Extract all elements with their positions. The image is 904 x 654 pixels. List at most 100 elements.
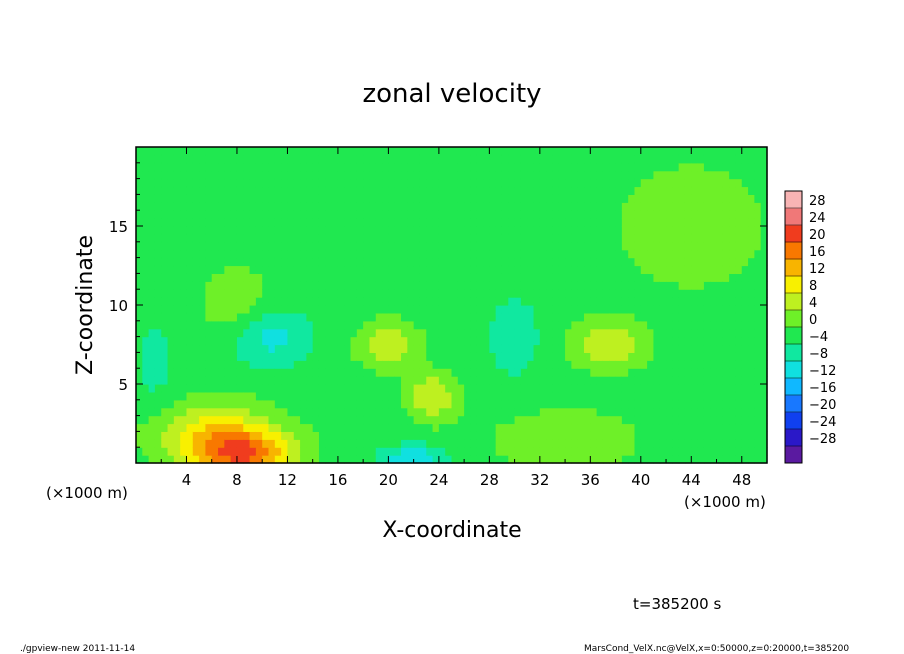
heatmap-cell — [419, 399, 427, 409]
heatmap-cell — [148, 170, 156, 180]
heatmap-cell — [565, 407, 572, 417]
heatmap-cell — [249, 312, 257, 322]
heatmap-cell — [691, 360, 699, 369]
heatmap-cell — [394, 249, 402, 259]
heatmap-cell — [218, 273, 225, 282]
heatmap-cell — [489, 352, 497, 361]
heatmap-cell — [401, 352, 408, 361]
heatmap-cell — [754, 226, 762, 235]
heatmap-cell — [495, 249, 503, 259]
heatmap-cell — [167, 297, 175, 306]
heatmap-cell — [344, 368, 352, 377]
heatmap-cell — [401, 368, 408, 377]
heatmap-cell — [520, 439, 528, 448]
heatmap-cell — [508, 415, 516, 425]
heatmap-cell — [577, 415, 585, 425]
heatmap-cell — [552, 312, 560, 322]
heatmap-cell — [476, 178, 484, 188]
heatmap-cell — [318, 399, 326, 409]
heatmap-cell — [388, 305, 396, 314]
heatmap-cell — [142, 447, 150, 456]
heatmap-cell — [520, 352, 528, 361]
heatmap-cell — [312, 186, 320, 195]
heatmap-cell — [520, 178, 528, 188]
heatmap-cell — [218, 257, 225, 267]
heatmap-cell — [539, 210, 547, 219]
heatmap-cell — [401, 226, 408, 235]
heatmap-cell — [199, 407, 207, 417]
heatmap-cell — [476, 281, 484, 290]
heatmap-cell — [508, 455, 516, 464]
heatmap-cell — [634, 423, 642, 432]
heatmap-cell — [735, 226, 743, 235]
heatmap-cell — [331, 210, 339, 219]
heatmap-cell — [470, 265, 478, 274]
heatmap-cell — [331, 305, 339, 314]
heatmap-cell — [697, 455, 705, 464]
heatmap-cell — [401, 289, 408, 298]
heatmap-cell — [558, 320, 566, 330]
heatmap-cell — [647, 320, 655, 330]
heatmap-cell — [167, 360, 175, 369]
heatmap-cell — [344, 391, 352, 401]
heatmap-cell — [659, 226, 667, 235]
heatmap-cell — [426, 297, 434, 306]
heatmap-cell — [476, 289, 484, 298]
heatmap-cell — [710, 210, 718, 219]
heatmap-cell — [508, 281, 516, 290]
heatmap-cell — [735, 218, 743, 227]
heatmap-cell — [760, 202, 768, 211]
heatmap-cell — [350, 194, 358, 203]
x-tick-label: 4 — [182, 471, 192, 489]
heatmap-cell — [394, 265, 402, 274]
heatmap-cell — [514, 210, 522, 219]
heatmap-cell — [501, 257, 509, 267]
heatmap-cell — [546, 194, 554, 203]
heatmap-cell — [318, 336, 326, 346]
heatmap-cell — [489, 257, 497, 267]
heatmap-cell — [173, 265, 181, 274]
heatmap-cell — [609, 447, 617, 456]
heatmap-cell — [539, 352, 547, 361]
heatmap-cell — [520, 431, 528, 440]
heatmap-cell — [760, 391, 768, 401]
heatmap-cell — [741, 415, 749, 425]
heatmap-cell — [161, 210, 169, 219]
heatmap-cell — [533, 328, 541, 338]
heatmap-cell — [255, 344, 263, 353]
heatmap-cell — [167, 218, 175, 227]
heatmap-cell — [432, 312, 440, 322]
heatmap-cell — [558, 328, 566, 338]
heatmap-cell — [495, 391, 503, 401]
heatmap-cell — [628, 194, 636, 203]
heatmap-cell — [489, 249, 497, 259]
heatmap-cell — [552, 447, 560, 456]
heatmap-cell — [691, 249, 699, 259]
heatmap-cell — [350, 281, 358, 290]
heatmap-cell — [205, 178, 213, 188]
heatmap-cell — [148, 202, 156, 211]
heatmap-cell — [457, 194, 465, 203]
heatmap-cell — [672, 186, 680, 195]
heatmap-cell — [274, 376, 282, 385]
heatmap-cell — [142, 431, 150, 440]
heatmap-cell — [672, 344, 680, 353]
heatmap-cell — [615, 447, 623, 456]
heatmap-cell — [274, 257, 282, 267]
heatmap-cell — [684, 320, 692, 330]
heatmap-cell — [363, 368, 371, 377]
heatmap-cell — [186, 312, 194, 322]
heatmap-cell — [211, 328, 219, 338]
heatmap-cell — [211, 344, 219, 353]
heatmap-cell — [584, 186, 591, 195]
heatmap-cell — [678, 344, 686, 353]
heatmap-cell — [136, 226, 143, 235]
heatmap-cell — [457, 178, 465, 188]
heatmap-cell — [457, 281, 465, 290]
heatmap-cell — [640, 391, 648, 401]
heatmap-cell — [634, 431, 642, 440]
heatmap-cell — [628, 320, 636, 330]
heatmap-cell — [419, 281, 427, 290]
heatmap-cell — [678, 455, 686, 464]
heatmap-cell — [356, 344, 364, 353]
